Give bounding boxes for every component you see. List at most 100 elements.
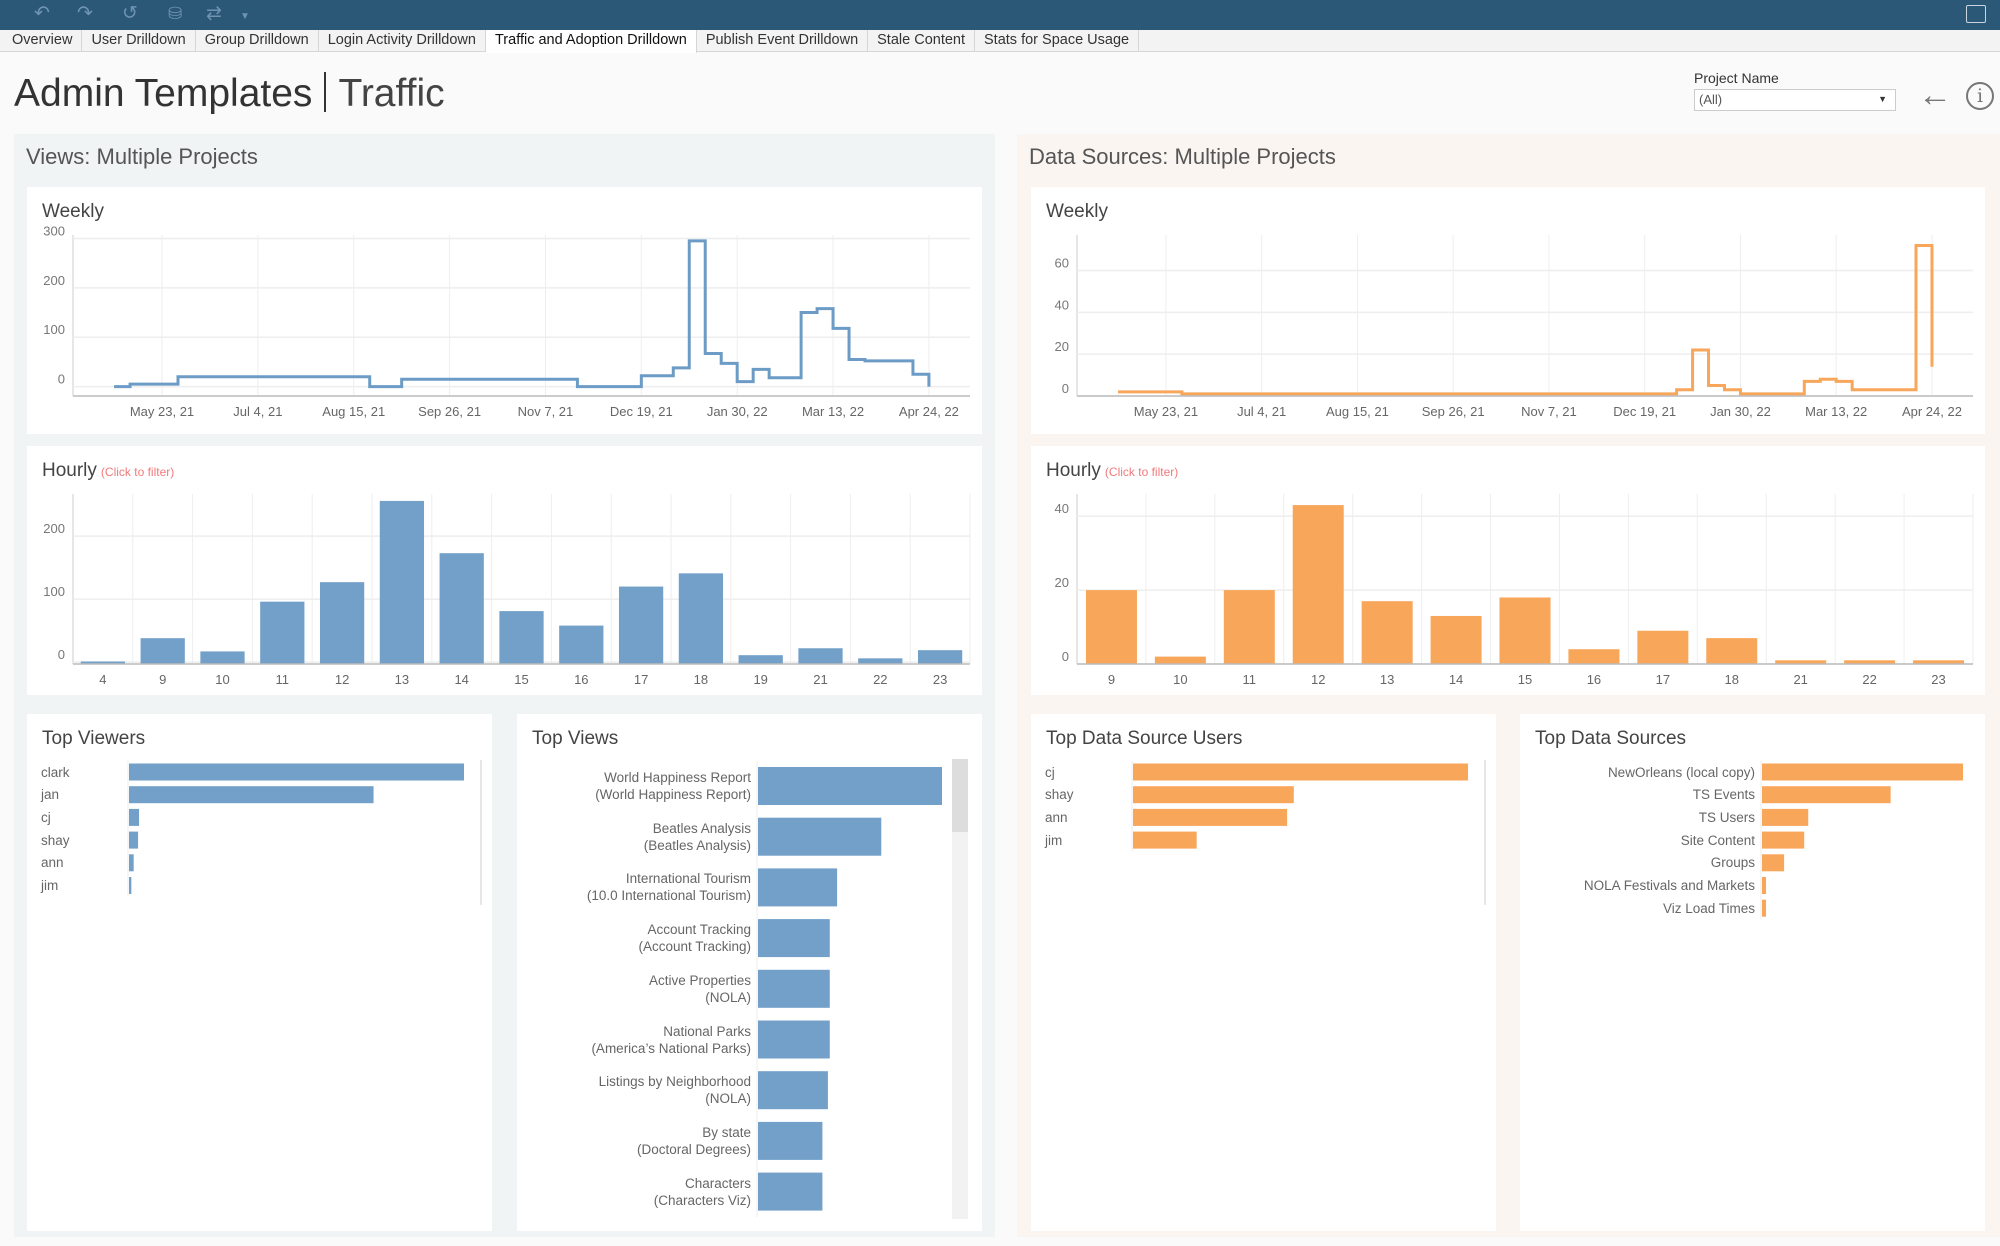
bar-label[interactable]: TS Users <box>1699 809 1755 826</box>
hbar <box>758 817 882 856</box>
tab-publish-event[interactable]: Publish Event Drilldown <box>697 30 869 52</box>
hourly-bar-11 <box>260 601 305 664</box>
chevron-down-icon[interactable]: ▼ <box>240 11 250 22</box>
back-arrow-icon[interactable]: ← <box>1918 76 1952 114</box>
scrollbar-thumb[interactable] <box>952 759 968 832</box>
bar-label[interactable]: World Happiness Report (World Happiness R… <box>595 769 751 803</box>
bar-label[interactable]: Viz Load Times <box>1663 900 1755 917</box>
top-ds-users-card: Top Data Source Users cj shay ann jim <box>1031 714 1496 1231</box>
bar-label[interactable]: shay <box>1045 786 1074 803</box>
bar-label-line: shay <box>41 832 70 848</box>
bar-label-line: Account Tracking <box>647 922 751 938</box>
datasource-icon[interactable]: ⛁ <box>168 4 183 23</box>
y-tick-label: 40 <box>1055 297 1069 312</box>
bar-label[interactable]: cj <box>1045 764 1055 781</box>
bar-label[interactable]: jim <box>41 877 58 894</box>
hbar <box>129 786 374 804</box>
bar-label-line: (World Happiness Report) <box>595 787 751 802</box>
views-weekly-svg: 0 100 200 300 May 23, 21 Jul 4, 21 Aug 15, 21 S… <box>43 223 970 419</box>
project-name-label: Project Name <box>1694 70 1779 86</box>
hourly-bar-18 <box>678 573 724 664</box>
views-hourly-title-text: Hourly <box>42 460 97 481</box>
tab-traffic-adoption[interactable]: Traffic and Adoption Drilldown <box>485 30 697 53</box>
bar-label-line: Groups <box>1710 855 1755 871</box>
x-tick-label: 21 <box>813 672 827 687</box>
bar-label-line: TS Users <box>1698 809 1755 825</box>
x-tick-label: 11 <box>276 672 290 687</box>
bar-label[interactable]: Site Content <box>1681 832 1755 849</box>
revert-icon[interactable]: ↺ <box>122 3 138 24</box>
hourly-bar-21 <box>798 648 843 664</box>
share-icon[interactable]: ⇄ <box>206 3 222 24</box>
tab-group-drilldown[interactable]: Group Drilldown <box>196 30 319 52</box>
x-tick-label: 9 <box>1108 672 1115 687</box>
x-tick-label: Aug 15, 21 <box>1326 404 1389 419</box>
views-hourly-card: 0 100 200 4 9 10 11 12 13 14 15 16 17 18 19 21 22 23 Hour… <box>27 446 982 695</box>
fullscreen-icon[interactable] <box>1966 5 1986 23</box>
bar-label-line: (NOLA) <box>705 1091 751 1107</box>
top-views-card: Top Views World Happiness Report (World H… <box>517 714 982 1231</box>
hourly-bar-12 <box>1292 505 1344 664</box>
x-tick-label: Jan 30, 22 <box>707 404 768 419</box>
top-viewers-card: Top Viewers clark jan cj shay ann jim <box>27 714 492 1231</box>
weekly-step-line <box>114 239 931 389</box>
bar-label[interactable]: Active Properties (NOLA) <box>649 972 751 1006</box>
info-icon[interactable]: i <box>1966 82 1994 110</box>
top-views-scrollbar[interactable] <box>952 759 968 1219</box>
bar-label-line: NewOrleans (local copy) <box>1607 764 1755 780</box>
x-tick-label: Jul 4, 21 <box>1237 404 1286 419</box>
bar-label[interactable]: ann <box>1045 809 1068 826</box>
bar-label[interactable]: By state (Doctoral Degrees) <box>637 1124 751 1158</box>
views-weekly-title: Weekly <box>42 201 104 222</box>
bar-label[interactable]: Beatles Analysis (Beatles Analysis) <box>644 820 751 854</box>
bar-label-line: NOLA Festivals and Markets <box>1583 878 1755 893</box>
views-hourly-svg: 0 100 200 4 9 10 11 12 13 14 15 16 17 18 19 21 22 23 <box>43 494 971 687</box>
bar-label[interactable]: ann <box>41 854 64 871</box>
hourly-bar-11 <box>1223 590 1275 664</box>
bar-label[interactable]: Characters (Characters Viz) <box>654 1175 751 1209</box>
bar-label-line: (America’s National Parks) <box>591 1040 751 1056</box>
hbar <box>758 1020 830 1059</box>
bar-label-line: cj <box>41 809 51 825</box>
redo-icon[interactable]: ↷ <box>77 3 93 24</box>
tab-stale-content[interactable]: Stale Content <box>868 30 976 52</box>
bar-label[interactable]: TS Events <box>1693 786 1755 803</box>
bar-label-line: (Characters Viz) <box>653 1192 751 1208</box>
bar-label-line: cj <box>1045 764 1055 780</box>
bar-label[interactable]: Account Tracking (Account Tracking) <box>638 921 751 955</box>
x-tick-label: 9 <box>159 672 166 687</box>
x-tick-label: Nov 7, 21 <box>518 404 574 419</box>
undo-icon[interactable]: ↶ <box>34 3 50 24</box>
x-tick-label: 16 <box>574 672 588 687</box>
top-ds-title: Top Data Sources <box>1535 728 1687 749</box>
project-name-dropdown[interactable]: (All) ▼ <box>1694 89 1896 111</box>
y-tick-label: 100 <box>43 322 65 337</box>
bar-label[interactable]: NOLA Festivals and Markets <box>1584 877 1755 894</box>
x-tick-label: 18 <box>1725 672 1739 687</box>
x-tick-label: 18 <box>694 672 708 687</box>
hourly-bar-19 <box>738 655 783 664</box>
bar-label[interactable]: Groups <box>1711 854 1755 871</box>
bar-label-line: TS Events <box>1692 787 1755 803</box>
bar-label[interactable]: jan <box>41 786 59 803</box>
tab-stats-space[interactable]: Stats for Space Usage <box>975 30 1140 52</box>
tab-login-activity[interactable]: Login Activity Drilldown <box>319 30 486 52</box>
x-tick-label: Jan 30, 22 <box>1710 404 1771 419</box>
bar-label[interactable]: jim <box>1045 832 1062 849</box>
bar-label[interactable]: NewOrleans (local copy) <box>1608 764 1755 781</box>
hourly-bar-13 <box>379 500 425 664</box>
views-hourly-title: Hourly (Click to filter) <box>42 460 174 482</box>
hbar <box>129 763 464 781</box>
bar-label[interactable]: International Tourism (10.0 International… <box>587 870 751 904</box>
bar-label[interactable]: Listings by Neighborhood (NOLA) <box>599 1073 751 1107</box>
tab-user-drilldown[interactable]: User Drilldown <box>82 30 196 52</box>
top-ds-svg <box>1760 760 1963 920</box>
ds-hourly-title: Hourly (Click to filter) <box>1046 460 1178 482</box>
bar-label[interactable]: shay <box>41 832 70 849</box>
bar-label[interactable]: clark <box>41 764 70 781</box>
toolbar: ↶ ↷ ↺ ⛁ ⇄ ▼ <box>0 0 2000 30</box>
bar-label-line: Site Content <box>1680 832 1755 848</box>
bar-label[interactable]: cj <box>41 809 51 826</box>
bar-label[interactable]: National Parks (America’s National Parks) <box>591 1023 751 1057</box>
tab-overview[interactable]: Overview <box>3 30 83 52</box>
